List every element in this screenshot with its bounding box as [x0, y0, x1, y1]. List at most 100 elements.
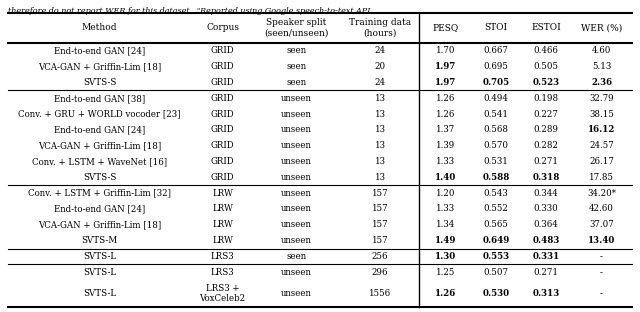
Text: SVTS-M: SVTS-M: [81, 236, 118, 245]
Text: LRW: LRW: [212, 204, 233, 213]
Text: 13: 13: [374, 94, 385, 103]
Text: 0.331: 0.331: [532, 252, 559, 261]
Text: 0.227: 0.227: [534, 110, 559, 119]
Text: unseen: unseen: [281, 289, 312, 298]
Text: VCA-GAN + Griffin-Lim [18]: VCA-GAN + Griffin-Lim [18]: [38, 141, 161, 150]
Text: 16.12: 16.12: [588, 125, 615, 134]
Text: 1.33: 1.33: [436, 204, 455, 213]
Text: End-to-end GAN [38]: End-to-end GAN [38]: [54, 94, 145, 103]
Text: Conv. + GRU + WORLD vocoder [23]: Conv. + GRU + WORLD vocoder [23]: [18, 110, 180, 119]
Text: 0.282: 0.282: [534, 141, 559, 150]
Text: 17.85: 17.85: [589, 173, 614, 182]
Text: LRW: LRW: [212, 236, 233, 245]
Text: Speaker split
(seen/unseen): Speaker split (seen/unseen): [264, 18, 329, 38]
Text: 13: 13: [374, 141, 385, 150]
Text: 296: 296: [372, 268, 388, 277]
Text: GRID: GRID: [211, 125, 234, 134]
Text: 37.07: 37.07: [589, 220, 614, 229]
Text: 1.97: 1.97: [435, 62, 456, 71]
Text: 0.505: 0.505: [534, 62, 559, 71]
Text: 34.20*: 34.20*: [587, 189, 616, 198]
Text: 1556: 1556: [369, 289, 391, 298]
Text: 0.198: 0.198: [533, 94, 559, 103]
Text: unseen: unseen: [281, 141, 312, 150]
Text: seen: seen: [287, 62, 307, 71]
Text: VCA-GAN + Griffin-Lim [18]: VCA-GAN + Griffin-Lim [18]: [38, 62, 161, 71]
Text: SVTS-L: SVTS-L: [83, 268, 116, 277]
Text: 0.523: 0.523: [532, 78, 559, 87]
Text: -: -: [600, 289, 603, 298]
Text: 0.649: 0.649: [483, 236, 509, 245]
Text: unseen: unseen: [281, 220, 312, 229]
Text: GRID: GRID: [211, 62, 234, 71]
Text: 0.531: 0.531: [483, 157, 508, 166]
Text: 0.530: 0.530: [483, 289, 509, 298]
Text: 157: 157: [372, 236, 388, 245]
Text: 13: 13: [374, 173, 385, 182]
Text: 0.289: 0.289: [534, 125, 559, 134]
Text: therefore do not report WER for this dataset.  ᵃReported using Google speech-to-: therefore do not report WER for this dat…: [8, 7, 373, 15]
Text: 24: 24: [374, 46, 385, 56]
Text: 0.330: 0.330: [534, 204, 558, 213]
Text: LRS3: LRS3: [211, 252, 234, 261]
Text: 0.565: 0.565: [483, 220, 508, 229]
Text: 1.37: 1.37: [436, 125, 456, 134]
Text: STOI: STOI: [484, 23, 508, 32]
Text: 13: 13: [374, 157, 385, 166]
Text: 2.36: 2.36: [591, 78, 612, 87]
Text: LRS3 +
VoxCeleb2: LRS3 + VoxCeleb2: [200, 284, 246, 303]
Text: seen: seen: [287, 252, 307, 261]
Text: 0.695: 0.695: [483, 62, 508, 71]
Text: VCA-GAN + Griffin-Lim [18]: VCA-GAN + Griffin-Lim [18]: [38, 220, 161, 229]
Text: 1.30: 1.30: [435, 252, 456, 261]
Text: SVTS-L: SVTS-L: [83, 289, 116, 298]
Text: 157: 157: [372, 204, 388, 213]
Text: unseen: unseen: [281, 157, 312, 166]
Text: GRID: GRID: [211, 110, 234, 119]
Text: 24: 24: [374, 78, 385, 87]
Text: 0.667: 0.667: [483, 46, 508, 56]
Text: 256: 256: [372, 252, 388, 261]
Text: Method: Method: [82, 23, 117, 32]
Text: 32.79: 32.79: [589, 94, 614, 103]
Text: 0.568: 0.568: [483, 125, 508, 134]
Text: 4.60: 4.60: [592, 46, 611, 56]
Text: 1.70: 1.70: [436, 46, 456, 56]
Text: LRW: LRW: [212, 189, 233, 198]
Text: 42.60: 42.60: [589, 204, 614, 213]
Text: unseen: unseen: [281, 268, 312, 277]
Text: 1.26: 1.26: [436, 110, 456, 119]
Text: 1.20: 1.20: [436, 189, 456, 198]
Text: 157: 157: [372, 220, 388, 229]
Text: unseen: unseen: [281, 94, 312, 103]
Text: -: -: [600, 268, 603, 277]
Text: GRID: GRID: [211, 157, 234, 166]
Text: 26.17: 26.17: [589, 157, 614, 166]
Text: End-to-end GAN [24]: End-to-end GAN [24]: [54, 46, 145, 56]
Text: 0.466: 0.466: [534, 46, 559, 56]
Text: SVTS-S: SVTS-S: [83, 173, 116, 182]
Text: 1.39: 1.39: [436, 141, 456, 150]
Text: GRID: GRID: [211, 46, 234, 56]
Text: 1.97: 1.97: [435, 78, 456, 87]
Text: 157: 157: [372, 189, 388, 198]
Text: 0.271: 0.271: [534, 157, 559, 166]
Text: 0.543: 0.543: [483, 189, 508, 198]
Text: unseen: unseen: [281, 236, 312, 245]
Text: SVTS-S: SVTS-S: [83, 78, 116, 87]
Text: 0.588: 0.588: [482, 173, 509, 182]
Text: 0.570: 0.570: [483, 141, 508, 150]
Text: unseen: unseen: [281, 110, 312, 119]
Text: 1.26: 1.26: [436, 94, 456, 103]
Text: GRID: GRID: [211, 94, 234, 103]
Text: unseen: unseen: [281, 189, 312, 198]
Text: 0.483: 0.483: [532, 236, 559, 245]
Text: PESQ: PESQ: [433, 23, 459, 32]
Text: 13.40: 13.40: [588, 236, 615, 245]
Text: GRID: GRID: [211, 78, 234, 87]
Text: ESTOI: ESTOI: [531, 23, 561, 32]
Text: 24.57: 24.57: [589, 141, 614, 150]
Text: 0.271: 0.271: [534, 268, 559, 277]
Text: GRID: GRID: [211, 141, 234, 150]
Text: 0.344: 0.344: [534, 189, 558, 198]
